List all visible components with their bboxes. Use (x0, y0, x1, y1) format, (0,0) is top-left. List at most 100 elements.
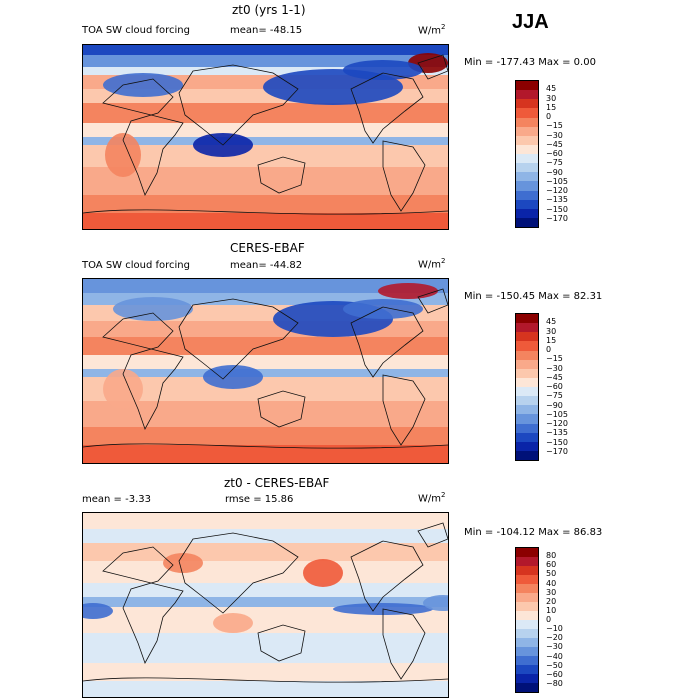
season-label: JJA (512, 11, 549, 33)
map-field-feature (213, 613, 253, 633)
map-field-band (83, 103, 448, 123)
panel-1-units: W/m2 (418, 23, 446, 37)
colorbar-tick-label: −50 (546, 660, 563, 670)
colorbar-tick-label: −15 (546, 354, 563, 364)
colorbar-swatch (516, 638, 538, 647)
panel-3-mean: mean = -3.33 (82, 494, 151, 505)
map-field-feature (378, 283, 438, 299)
colorbar-tick-label: −105 (546, 409, 568, 419)
colorbar-swatch (516, 656, 538, 665)
colorbar-tick-label: −60 (546, 669, 563, 679)
colorbar-swatch (516, 674, 538, 683)
map-field-feature (343, 60, 423, 80)
colorbar-swatch (516, 135, 538, 145)
panel-2-left-label: TOA SW cloud forcing (82, 260, 190, 271)
colorbar-tick-label: −120 (546, 186, 568, 195)
colorbar-tick-label: −45 (546, 372, 563, 382)
colorbar-tick-label: 0 (546, 112, 552, 121)
colorbar-swatch (516, 387, 538, 397)
map-field-feature (105, 133, 141, 177)
map-field-feature (103, 73, 183, 97)
colorbar-swatch (516, 99, 538, 109)
colorbar-tick-label: −170 (546, 446, 568, 456)
map-field-band (83, 213, 448, 229)
colorbar-swatch (516, 199, 538, 209)
coastline (83, 288, 448, 449)
map-field-band (83, 445, 448, 463)
panel-2-title: CERES-EBAF (230, 241, 305, 255)
colorbar-swatch (516, 396, 538, 406)
colorbar-tick-label: −30 (546, 130, 563, 140)
colorbar-tick-label: −120 (546, 419, 568, 428)
colorbar-tick-label: −20 (546, 633, 563, 643)
colorbar-swatch (516, 332, 538, 342)
colorbar-swatch (516, 190, 538, 200)
colorbar-tick-label: −10 (546, 624, 563, 634)
map-field-band (83, 681, 448, 697)
map-field-band (83, 355, 448, 369)
map-field-band (83, 137, 448, 145)
map-field-feature (83, 603, 113, 619)
colorbar-tick-label: 15 (546, 102, 557, 112)
colorbar-tick-label: −60 (546, 149, 563, 158)
panel-2-mean: mean= -44.82 (230, 260, 303, 271)
panel-1-minmax: Min = -177.43 Max = 0.00 (464, 57, 596, 68)
panel-3-colorbar (515, 547, 539, 693)
map-field-band (83, 427, 448, 445)
panel-1-left-label: TOA SW cloud forcing (82, 25, 190, 36)
colorbar-swatch (516, 154, 538, 164)
colorbar-tick-label: −15 (546, 121, 563, 131)
colorbar-tick-label: 20 (546, 596, 557, 606)
colorbar-tick-label: −40 (546, 651, 563, 661)
map-field-band (83, 321, 448, 337)
colorbar-swatch (516, 350, 538, 360)
colorbar-tick-label: 30 (546, 587, 557, 597)
colorbar-swatch (516, 432, 538, 442)
colorbar-tick-label: 10 (546, 605, 557, 615)
map-field-band (83, 337, 448, 355)
map-field-feature (203, 365, 263, 389)
colorbar-swatch (516, 217, 538, 227)
colorbar-tick-label: 40 (546, 578, 557, 588)
colorbar-tick-label: −45 (546, 139, 563, 149)
colorbar-swatch (516, 126, 538, 136)
map-field-feature (113, 297, 193, 321)
colorbar-swatch (516, 405, 538, 415)
coastline (83, 522, 448, 683)
map-field-band (83, 369, 448, 377)
panel-1-title: zt0 (yrs 1-1) (232, 3, 306, 17)
map-field-band (83, 401, 448, 427)
map-field-band (83, 663, 448, 681)
coastline (83, 54, 448, 215)
panel-2-colorbar (515, 313, 539, 461)
colorbar-tick-label: −60 (546, 382, 563, 391)
map-field-band (83, 543, 448, 561)
colorbar-swatch (516, 181, 538, 191)
map-field-band (83, 633, 448, 663)
colorbar-swatch (516, 620, 538, 629)
colorbar-swatch (516, 665, 538, 674)
colorbar-swatch (516, 575, 538, 584)
colorbar-tick-label: −30 (546, 363, 563, 373)
colorbar-swatch (516, 108, 538, 118)
colorbar-swatch (516, 414, 538, 424)
map-field-band (83, 45, 448, 55)
colorbar-tick-label: −150 (546, 204, 568, 214)
colorbar-swatch (516, 208, 538, 218)
map-field-band (83, 67, 448, 75)
colorbar-swatch (516, 172, 538, 182)
map-field-band (83, 279, 448, 293)
colorbar-swatch (516, 450, 538, 460)
panel-3-minmax: Min = -104.12 Max = 86.83 (464, 527, 603, 538)
colorbar-swatch (516, 117, 538, 127)
colorbar-tick-label: 80 (546, 551, 557, 561)
colorbar-swatch (516, 81, 538, 91)
colorbar-tick-label: −90 (546, 400, 563, 410)
map-field-band (83, 167, 448, 195)
map-field-feature (303, 559, 343, 587)
colorbar-swatch (516, 423, 538, 433)
colorbar-swatch (516, 647, 538, 656)
map-field-band (83, 195, 448, 213)
map-field-band (83, 529, 448, 543)
map-field-feature (103, 369, 143, 409)
